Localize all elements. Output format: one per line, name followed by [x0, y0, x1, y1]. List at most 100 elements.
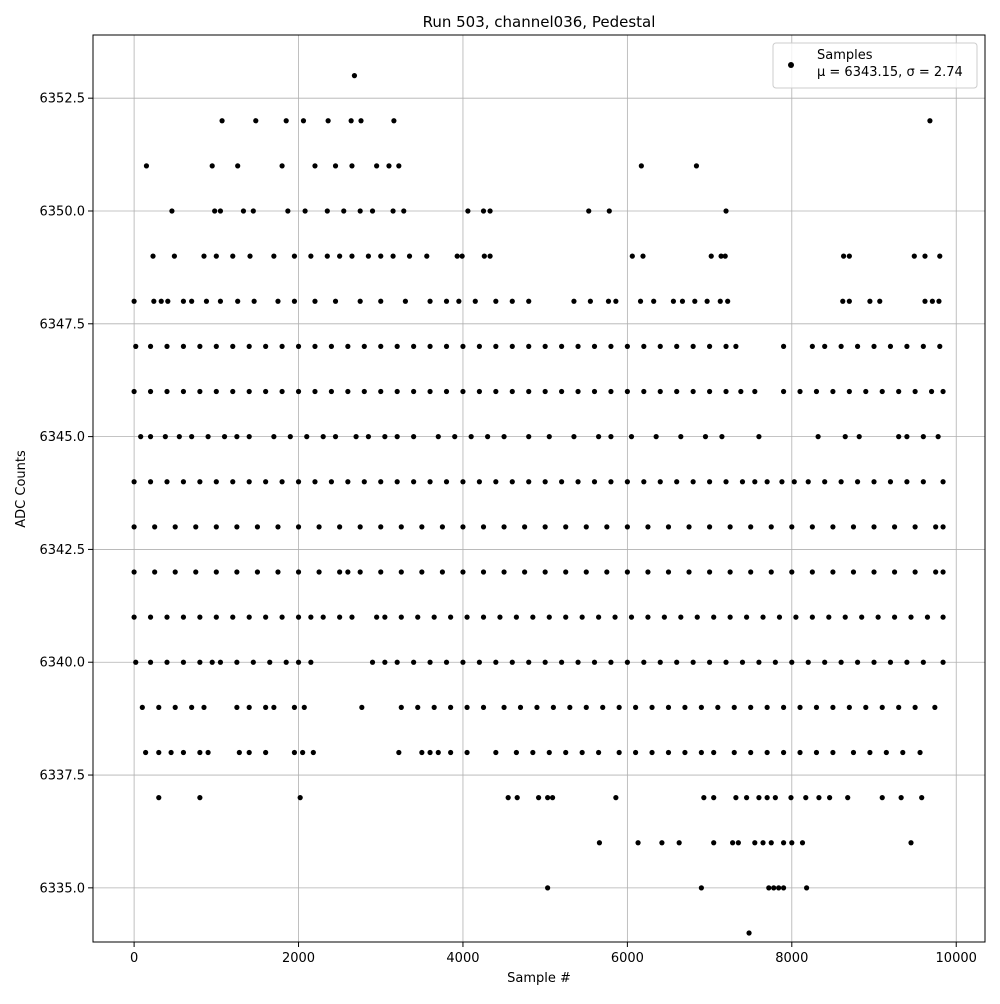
data-point	[285, 208, 291, 214]
data-point	[830, 704, 836, 710]
data-point	[172, 704, 178, 710]
data-point	[706, 524, 713, 530]
data-point	[201, 704, 207, 710]
data-point	[875, 614, 881, 620]
data-point	[776, 885, 782, 891]
data-point	[640, 253, 646, 259]
data-point	[279, 343, 285, 349]
data-point	[546, 434, 552, 440]
data-point	[448, 614, 454, 620]
data-point	[406, 253, 413, 259]
data-point	[624, 388, 630, 395]
data-point	[396, 163, 402, 169]
data-point	[476, 343, 482, 349]
data-point	[815, 434, 821, 440]
data-point	[522, 569, 528, 575]
data-point	[563, 614, 569, 620]
data-point	[324, 208, 330, 214]
data-point	[727, 614, 733, 620]
data-point	[328, 343, 335, 349]
data-point	[275, 569, 281, 575]
data-point	[846, 704, 852, 710]
data-point	[152, 524, 158, 530]
y-tick-label: 6337.5	[40, 769, 86, 784]
data-point	[133, 659, 139, 665]
data-point	[480, 704, 487, 710]
data-point	[180, 749, 187, 756]
data-point	[679, 298, 686, 304]
y-tick-label: 6345.0	[40, 430, 86, 445]
data-point	[645, 524, 651, 530]
data-point	[394, 659, 400, 665]
data-point	[316, 524, 322, 530]
data-point	[526, 434, 532, 440]
data-point	[743, 614, 750, 620]
data-point	[701, 795, 707, 801]
data-point	[813, 388, 820, 395]
data-point	[722, 253, 728, 259]
data-point	[133, 343, 139, 349]
data-point	[295, 614, 302, 620]
data-point	[608, 434, 614, 440]
data-point	[526, 479, 532, 485]
data-point	[657, 343, 663, 349]
data-point	[378, 524, 384, 530]
data-point	[213, 388, 219, 395]
y-tick-label: 6335.0	[40, 881, 86, 896]
data-point	[378, 298, 384, 304]
data-point	[645, 614, 651, 620]
data-point	[419, 749, 425, 756]
data-point	[780, 343, 787, 349]
data-point	[497, 614, 503, 620]
data-point	[460, 343, 466, 349]
data-point	[935, 434, 941, 440]
data-point	[401, 208, 407, 214]
data-point	[394, 479, 400, 485]
data-point	[738, 388, 744, 395]
data-point	[791, 479, 797, 485]
data-point	[349, 614, 355, 620]
data-point	[240, 208, 247, 214]
data-point	[922, 253, 928, 259]
data-point	[606, 208, 612, 214]
data-point	[151, 298, 157, 304]
data-point	[481, 253, 487, 259]
data-point	[908, 840, 914, 846]
data-point	[162, 434, 168, 440]
data-point	[596, 434, 602, 440]
data-point	[263, 704, 269, 710]
data-point	[234, 659, 240, 665]
data-point	[929, 298, 935, 304]
data-point	[448, 704, 454, 710]
data-point	[197, 659, 203, 665]
data-point	[932, 704, 938, 710]
data-point	[402, 298, 409, 304]
data-point	[596, 840, 603, 846]
data-point	[840, 298, 846, 304]
data-point	[912, 704, 918, 710]
data-point	[706, 388, 713, 395]
data-point	[723, 659, 729, 665]
data-point	[665, 749, 672, 756]
data-point	[641, 388, 647, 395]
data-point	[250, 208, 256, 214]
legend-box	[772, 42, 978, 89]
data-point	[203, 298, 210, 304]
data-point	[797, 749, 803, 756]
data-point	[353, 434, 359, 440]
data-point	[616, 704, 622, 710]
data-point	[887, 479, 894, 485]
data-point	[904, 343, 910, 349]
legend: Samples μ = 6343.15, σ = 2.74	[772, 42, 978, 89]
data-point	[739, 659, 746, 665]
data-point	[871, 569, 877, 575]
y-axis-ticks: 6335.0 6337.5 6340.0 6342.5 6345.0 6347.5 6350…	[40, 92, 93, 896]
data-point	[649, 704, 655, 710]
data-point	[727, 569, 733, 575]
data-point	[460, 388, 466, 395]
data-point	[443, 388, 450, 395]
data-point	[723, 479, 729, 485]
data-point	[846, 253, 852, 259]
data-point	[904, 659, 910, 665]
